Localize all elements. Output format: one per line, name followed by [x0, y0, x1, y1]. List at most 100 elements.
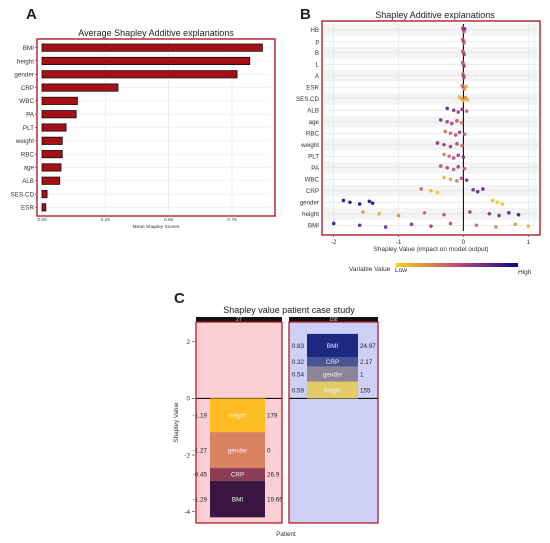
panel-c-letter: C: [174, 290, 185, 307]
data-point: [435, 141, 440, 145]
data-point: [445, 165, 450, 170]
data-point: [462, 27, 467, 31]
x-tick-label: 0: [462, 239, 466, 246]
facet-strip: [289, 317, 378, 322]
bar: [41, 163, 62, 172]
data-point: [462, 132, 467, 136]
panel-a-title: Average Shapley Additive explanations: [78, 28, 234, 38]
data-point: [429, 224, 433, 228]
data-point: [457, 130, 462, 135]
category-label: SES.CD: [11, 191, 35, 198]
facet-frame: [195, 321, 283, 524]
data-point: [438, 164, 443, 168]
panel-a-letter: A: [26, 6, 37, 23]
data-point: [462, 29, 466, 34]
segment-feature-value: 2.17: [360, 359, 373, 366]
category-label: age: [23, 165, 34, 172]
category-label: weight: [15, 138, 34, 145]
feature-label: weight: [300, 142, 319, 149]
data-point: [487, 211, 492, 216]
feature-label: CRP: [306, 188, 319, 195]
x-tick-label: 1: [527, 239, 531, 246]
segment-name: CRP: [231, 472, 244, 479]
data-point: [370, 201, 375, 205]
x-axis-title: Patient: [276, 531, 296, 538]
segment-shap-value: -1.29: [193, 496, 208, 503]
x-tick-label: -1: [396, 239, 402, 246]
data-point: [490, 198, 495, 203]
segment-feature-value: 0: [267, 447, 271, 454]
waterfall-segment: [210, 480, 265, 518]
data-point: [494, 225, 498, 229]
category-label: PLT: [23, 125, 34, 132]
data-point: [448, 221, 453, 226]
bar: [41, 150, 63, 159]
segment-name: gender: [228, 447, 248, 454]
feature-label: RBC: [306, 130, 320, 137]
data-point: [462, 52, 466, 57]
data-point: [462, 41, 466, 45]
data-point: [331, 221, 336, 226]
feature-label: PLT: [308, 153, 319, 160]
segment-name: height: [229, 412, 246, 419]
data-point: [419, 187, 424, 191]
data-point: [448, 177, 453, 182]
data-point: [442, 212, 446, 217]
y-axis-title: Shapley Value: [173, 402, 180, 443]
data-point: [462, 75, 466, 80]
facet-strip: [196, 317, 282, 322]
feature-label: SES.CD: [296, 96, 320, 103]
data-point: [451, 156, 456, 160]
legend-title: Variable Value: [349, 266, 391, 273]
bar: [41, 136, 63, 145]
category-label: WBC: [19, 98, 34, 105]
category-label: RBC: [21, 151, 35, 158]
x-tick-label: 0.75: [227, 217, 237, 223]
data-point: [497, 213, 501, 218]
waterfall-segment: [307, 357, 358, 367]
data-point: [357, 202, 362, 206]
y-tick-label: 0: [186, 396, 190, 403]
bar: [41, 123, 67, 132]
data-point: [377, 211, 381, 216]
segment-name: height: [324, 387, 341, 394]
feature-label: B: [315, 50, 319, 57]
data-point: [456, 153, 461, 158]
data-point: [455, 119, 459, 123]
data-point: [459, 120, 464, 125]
data-point: [448, 131, 453, 136]
x-axis-title: Mean Shapley Scores: [133, 224, 181, 230]
segment-shap-value: 0.32: [292, 359, 305, 366]
bar: [41, 203, 47, 212]
feature-label: age: [309, 119, 320, 126]
category-label: PA: [26, 111, 35, 118]
segment-name: BMI: [232, 496, 243, 503]
facet-label: 158: [329, 317, 338, 323]
data-point: [443, 129, 448, 134]
panel-b-title: Shapley Additive explanations: [375, 10, 495, 20]
data-point: [357, 223, 362, 228]
data-point: [449, 121, 454, 126]
data-point: [453, 133, 458, 137]
x-tick-label: 0.00: [37, 217, 47, 223]
data-point: [471, 188, 475, 192]
data-point: [383, 225, 388, 229]
bar: [41, 56, 251, 66]
data-point: [474, 223, 479, 228]
segment-feature-value: 155: [360, 387, 371, 394]
waterfall-segment: [307, 333, 358, 358]
data-point: [495, 200, 499, 205]
facet-frame: [288, 321, 379, 524]
data-point: [500, 202, 505, 206]
data-point: [475, 189, 480, 194]
category-label: ESR: [21, 205, 34, 212]
feature-label: gender: [300, 199, 319, 206]
data-point: [442, 175, 446, 180]
feature-label: BMI: [308, 222, 319, 229]
data-point: [464, 84, 468, 89]
bar: [41, 70, 238, 79]
data-point: [422, 211, 427, 215]
x-tick-label: 0.50: [164, 217, 174, 223]
data-point: [451, 167, 456, 172]
